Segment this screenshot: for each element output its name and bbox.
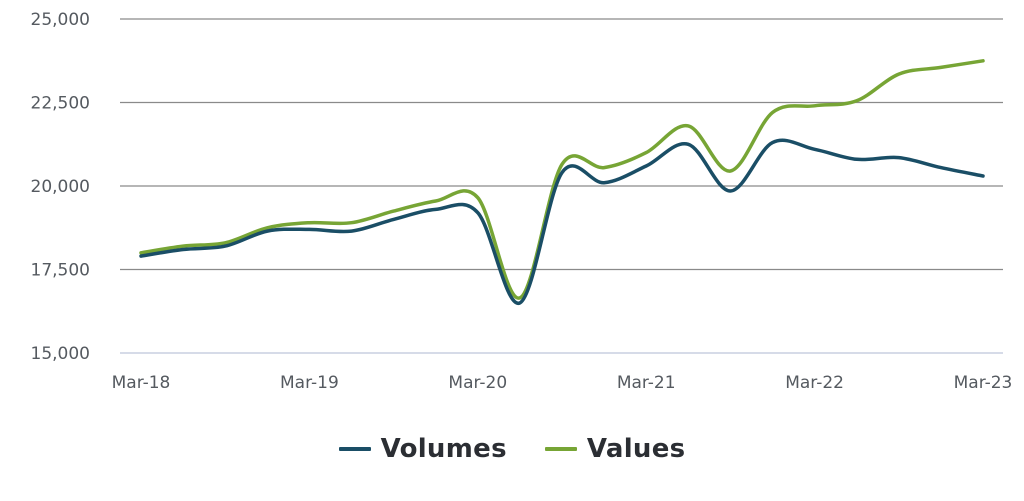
x-tick-label: Mar-23 bbox=[954, 373, 1013, 393]
y-tick-label: 25,000 bbox=[31, 10, 90, 30]
legend-swatch-volumes bbox=[338, 447, 371, 451]
x-tick-label: Mar-21 bbox=[617, 373, 676, 393]
y-axis-ticks: 15,000 17,500 20,000 22,500 25,000 bbox=[31, 10, 90, 364]
series-line-volumes bbox=[139, 138, 985, 305]
series-lines bbox=[139, 59, 985, 305]
y-tick-label: 20,000 bbox=[31, 177, 90, 197]
x-axis-ticks: Mar-18 Mar-19 Mar-20 Mar-21 Mar-22 Mar-23 bbox=[112, 373, 1013, 393]
y-tick-label: 22,500 bbox=[31, 94, 90, 114]
y-tick-label: 15,000 bbox=[31, 344, 90, 364]
gridlines bbox=[120, 18, 1003, 354]
series-line-values bbox=[139, 59, 985, 300]
x-tick-label: Mar-22 bbox=[785, 373, 844, 393]
legend-swatch-values bbox=[544, 447, 577, 451]
x-tick-label: Mar-20 bbox=[448, 373, 507, 393]
legend-item-volumes[interactable]: Volumes bbox=[338, 434, 507, 464]
legend-label-volumes: Volumes bbox=[380, 434, 507, 464]
legend: Volumes Values bbox=[0, 434, 1024, 464]
x-tick-label: Mar-19 bbox=[280, 373, 339, 393]
y-tick-label: 17,500 bbox=[31, 261, 90, 281]
legend-item-values[interactable]: Values bbox=[544, 434, 686, 464]
legend-label-values: Values bbox=[586, 434, 686, 464]
x-tick-label: Mar-18 bbox=[112, 373, 171, 393]
